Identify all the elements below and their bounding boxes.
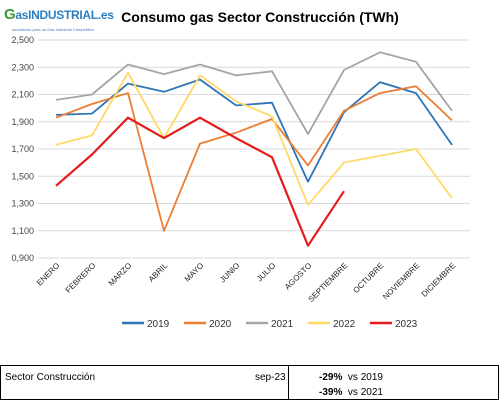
series-line-2022 bbox=[55, 71, 453, 206]
comparison-2-label: vs 2021 bbox=[347, 387, 383, 398]
summary-box: Sector Construcción sep-23 -29% vs 2019 … bbox=[0, 365, 499, 400]
series-line-2021 bbox=[55, 51, 453, 135]
legend-label-2022: 2022 bbox=[333, 319, 356, 330]
legend-label-2020: 2020 bbox=[209, 319, 232, 330]
legend-label-2019: 2019 bbox=[147, 319, 170, 330]
x-tick-label: DICIEMBRE bbox=[420, 261, 458, 299]
x-tick-label: ABRIL bbox=[147, 261, 170, 284]
y-tick-label: 0,900 bbox=[11, 253, 34, 263]
comparison-1-pct: -29% bbox=[319, 372, 343, 383]
x-tick-label: FEBRERO bbox=[64, 261, 98, 295]
x-tick-label: JULIO bbox=[255, 261, 277, 283]
x-tick-label: JUNIO bbox=[218, 261, 241, 284]
legend-label-2021: 2021 bbox=[271, 319, 294, 330]
y-tick-label: 1,100 bbox=[11, 226, 34, 236]
logo-tagline: Asociación para un Gas Industrial Compet… bbox=[12, 27, 95, 32]
y-tick-label: 1,700 bbox=[11, 144, 34, 154]
summary-comparison-1: -29% vs 2019 bbox=[319, 372, 383, 383]
x-tick-label: MARZO bbox=[107, 261, 134, 288]
x-tick-label: AGOSTO bbox=[283, 261, 313, 291]
series-line-2019 bbox=[55, 78, 453, 183]
comparison-1-label: vs 2019 bbox=[347, 372, 383, 383]
y-tick-label: 1,500 bbox=[11, 171, 34, 181]
x-tick-label: OCTUBRE bbox=[351, 261, 385, 295]
summary-period: sep-23 bbox=[255, 372, 286, 383]
summary-table: Sector Construcción sep-23 -29% vs 2019 … bbox=[0, 361, 499, 400]
y-tick-label: 2,100 bbox=[11, 90, 34, 100]
summary-divider bbox=[288, 366, 289, 399]
logo-wordmark: GasINDUSTRIAL.es bbox=[4, 6, 114, 23]
series-line-2020 bbox=[55, 85, 453, 232]
y-tick-label: 1,900 bbox=[11, 117, 34, 127]
summary-sector: Sector Construcción bbox=[5, 372, 96, 383]
legend-label-2023: 2023 bbox=[395, 319, 418, 330]
y-tick-label: 2,500 bbox=[11, 35, 34, 45]
line-chart: 0,900 1,100 1,300 1,500 1,700 1,900 2,100 2,300… bbox=[11, 35, 470, 330]
x-tick-label: ENERO bbox=[35, 261, 61, 287]
x-tick-label: MAYO bbox=[183, 261, 206, 284]
y-tick-label: 2,300 bbox=[11, 62, 34, 72]
chart-title: Consumo gas Sector Construcción (TWh) bbox=[121, 9, 399, 25]
y-tick-label: 1,300 bbox=[11, 199, 34, 209]
series-line-2023 bbox=[55, 116, 345, 247]
x-tick-label: NOVIEMBRE bbox=[381, 261, 421, 301]
gasindustrial-logo: GasINDUSTRIAL.es Asociación para un Gas … bbox=[4, 6, 114, 40]
comparison-2-pct: -39% bbox=[319, 387, 343, 398]
summary-comparison-2: -39% vs 2021 bbox=[319, 387, 383, 398]
